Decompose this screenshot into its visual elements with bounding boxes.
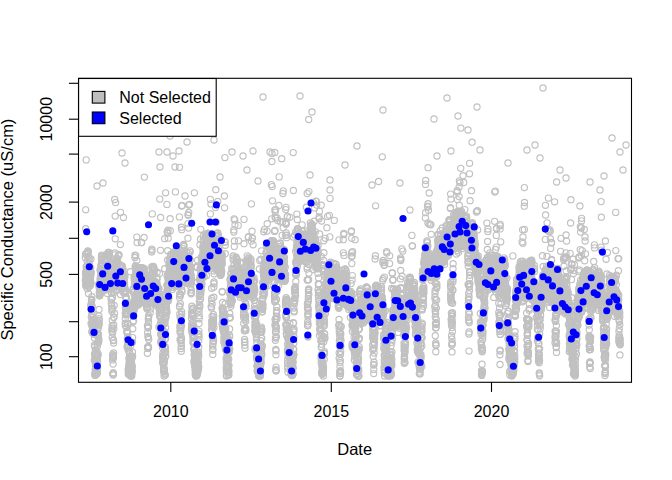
svg-text:100: 100 — [38, 343, 55, 370]
svg-text:2000: 2000 — [38, 184, 55, 220]
svg-text:2010: 2010 — [153, 403, 189, 420]
svg-text:2015: 2015 — [314, 403, 350, 420]
svg-text:10000: 10000 — [38, 97, 55, 142]
svg-text:Date: Date — [337, 440, 372, 458]
svg-text:Specific Conductance (uS/cm): Specific Conductance (uS/cm) — [0, 119, 16, 341]
svg-text:Selected: Selected — [119, 110, 181, 127]
svg-text:Not Selected: Not Selected — [119, 89, 211, 106]
svg-text:500: 500 — [38, 261, 55, 288]
svg-text:2020: 2020 — [474, 403, 510, 420]
